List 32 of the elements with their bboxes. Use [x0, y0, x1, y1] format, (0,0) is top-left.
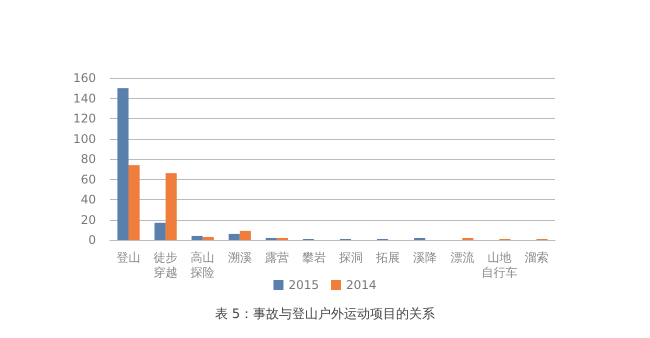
- x-tick-label: 高山探险: [190, 250, 215, 280]
- bar: [192, 236, 203, 240]
- bar: [228, 234, 240, 240]
- x-tick-label: 拓展: [375, 250, 400, 264]
- x-tick-label: 漂流: [450, 250, 474, 264]
- x-tick-label: 攀岩: [302, 250, 326, 264]
- x-tick-label: 山地自行车: [481, 250, 518, 280]
- x-tick-label: 探洞: [339, 250, 364, 264]
- bar: [128, 165, 140, 240]
- x-tick-label: 徒步穿越: [154, 250, 178, 280]
- y-tick-label: 100: [73, 132, 96, 146]
- bar: [166, 173, 177, 240]
- y-tick-label: 20: [80, 212, 96, 227]
- bar: [240, 230, 251, 240]
- x-tick-label: 登山: [116, 250, 141, 264]
- y-tick-label: 40: [80, 192, 96, 206]
- y-tick-label: 60: [80, 172, 96, 186]
- y-tick-label: 120: [73, 112, 96, 126]
- bar: [154, 222, 166, 240]
- x-tick-label: 溯溪: [228, 250, 252, 264]
- y-tick-label: 160: [73, 71, 96, 85]
- bar: [117, 88, 129, 240]
- text: 表 5：事故与登山户外运动项目的关系: [214, 307, 436, 322]
- x-tick-label: 溪降: [413, 250, 438, 264]
- y-tick-label: 0: [88, 233, 96, 247]
- legend-label: 2014: [346, 278, 377, 292]
- legend-label: 2015: [288, 278, 320, 292]
- y-tick-label: 140: [73, 91, 96, 106]
- x-tick-label: 溜索: [524, 250, 548, 264]
- x-tick-label: 露营: [264, 250, 289, 264]
- y-tick-label: 80: [80, 152, 96, 166]
- bar: [202, 236, 214, 240]
